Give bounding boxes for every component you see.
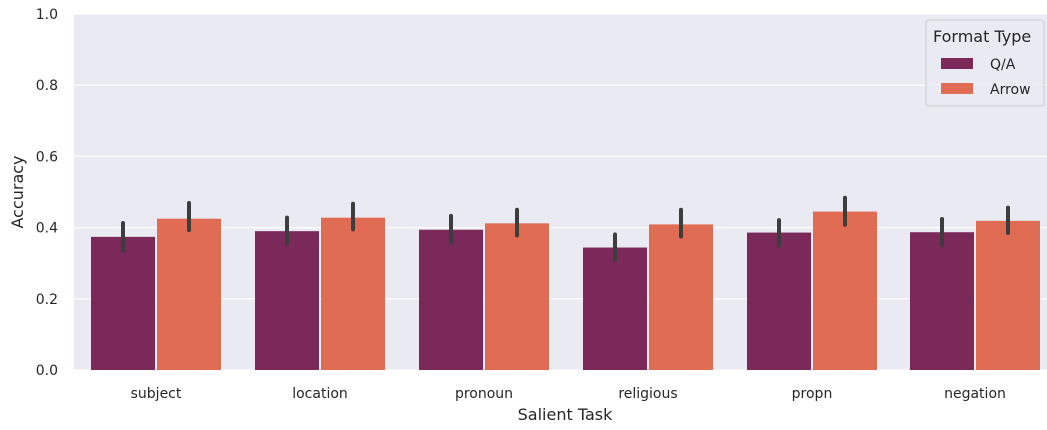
- y-tick-label: 0.0: [36, 363, 58, 379]
- legend-swatch-arrow: [941, 83, 973, 94]
- y-tick-label: 0.4: [36, 221, 58, 237]
- legend: Format Type Q/A Arrow: [925, 19, 1045, 107]
- bar-qa-location: [255, 231, 319, 370]
- y-tick-labels: 0.0 0.2 0.4 0.6 0.8 1.0: [36, 7, 58, 379]
- bar-qa-pronoun: [419, 229, 483, 370]
- x-tick-labels: subject location pronoun religious propn nega…: [131, 386, 1006, 402]
- legend-label-qa: Q/A: [990, 57, 1016, 73]
- bar-arrow-location: [321, 217, 385, 370]
- error-bars: [121, 195, 1010, 262]
- bar-arrow-subject: [157, 218, 221, 370]
- bar-qa-religious: [583, 247, 647, 370]
- bar-qa-negation: [910, 232, 974, 370]
- y-tick-label: 0.2: [36, 292, 58, 308]
- x-tick-label: subject: [131, 386, 182, 402]
- bar-qa-propn: [747, 232, 811, 370]
- y-tick-label: 1.0: [36, 7, 58, 23]
- x-tick-label: propn: [792, 386, 833, 402]
- bars: [91, 211, 1040, 370]
- x-tick-label: location: [292, 386, 348, 402]
- legend-title: Format Type: [933, 27, 1031, 46]
- plot-area: [74, 14, 1047, 370]
- x-axis-label: Salient Task: [518, 405, 613, 424]
- bar-arrow-negation: [976, 220, 1040, 370]
- legend-label-arrow: Arrow: [990, 82, 1031, 98]
- bar-arrow-propn: [813, 211, 877, 370]
- bar-qa-subject: [91, 236, 155, 370]
- bar-arrow-religious: [649, 224, 713, 370]
- bar-arrow-pronoun: [485, 223, 549, 370]
- y-axis-label: Accuracy: [8, 155, 27, 228]
- legend-swatch-qa: [941, 58, 973, 69]
- x-tick-label: religious: [618, 386, 677, 402]
- y-tick-label: 0.6: [36, 149, 58, 165]
- x-tick-label: negation: [944, 386, 1006, 402]
- x-tick-label: pronoun: [455, 386, 513, 402]
- gridlines: [74, 13, 1047, 371]
- y-tick-label: 0.8: [36, 78, 58, 94]
